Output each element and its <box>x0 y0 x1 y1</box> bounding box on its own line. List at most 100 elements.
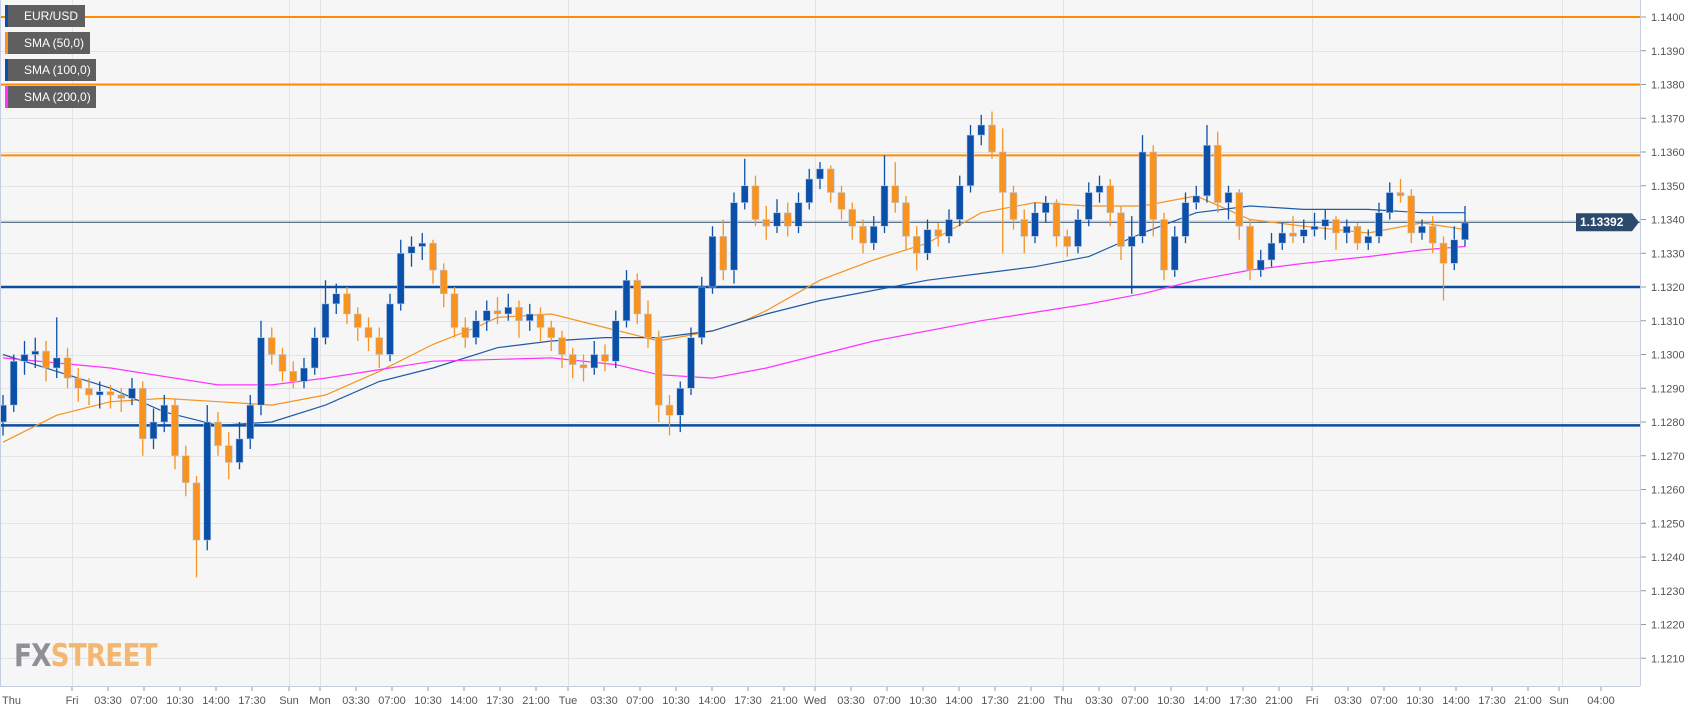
candle-body <box>622 279 631 322</box>
y-tick-label: 1.1280 <box>1651 417 1685 429</box>
candle-body <box>869 225 878 244</box>
candle-body <box>1138 151 1147 237</box>
candle <box>418 233 427 260</box>
candle-body <box>214 421 222 446</box>
y-tick-label: 1.1330 <box>1651 248 1685 260</box>
candle <box>353 307 362 341</box>
candle-body <box>1310 225 1319 230</box>
x-tick-label: 17:30 <box>1478 695 1506 707</box>
candle-body <box>117 394 126 399</box>
y-tick-label: 1.1210 <box>1651 653 1685 665</box>
logo-fx: FX <box>14 638 51 674</box>
candle <box>547 320 556 352</box>
x-tick-label: 07:00 <box>626 695 654 707</box>
x-tick-label: 10:30 <box>1406 695 1434 707</box>
x-tick-label: Sun <box>1549 695 1569 707</box>
candle <box>1063 229 1072 257</box>
candle <box>181 445 190 497</box>
candle-body <box>1342 225 1351 234</box>
candle <box>644 300 652 348</box>
candle <box>224 432 233 480</box>
x-tick-label: Thu <box>2 695 21 707</box>
x-tick-label: Thu <box>1054 695 1073 707</box>
candle-body <box>1256 259 1265 271</box>
candle-body <box>923 229 932 254</box>
candle-body <box>63 357 72 379</box>
candle <box>289 361 298 389</box>
legend-sma100[interactable]: SMA (100,0) <box>5 59 96 81</box>
candle <box>740 158 749 210</box>
x-tick-label: 04:00 <box>1587 695 1615 707</box>
candle <box>1020 209 1029 254</box>
sma-line-sma100 <box>2 205 1465 427</box>
candle-body <box>1084 192 1093 220</box>
candle-body <box>977 124 986 136</box>
x-tick-label: 14:00 <box>1442 695 1470 707</box>
candle <box>1289 216 1297 244</box>
candle <box>1074 209 1082 254</box>
candle-body <box>719 236 728 271</box>
candle-body <box>31 350 40 355</box>
candle <box>128 378 136 406</box>
x-tick-label: 10:30 <box>909 695 937 707</box>
candle <box>117 388 126 412</box>
legend-eurusd[interactable]: EUR/USD <box>5 5 85 27</box>
x-tick-label: 03:30 <box>1085 695 1113 707</box>
candle-body <box>794 202 803 227</box>
candle-body <box>676 387 685 416</box>
candle <box>633 273 642 325</box>
y-tick-label: 1.1350 <box>1651 181 1685 193</box>
x-tick-label: 03:30 <box>837 695 865 707</box>
candle-body <box>1170 236 1179 271</box>
candle-body <box>493 310 502 315</box>
candle <box>902 195 910 250</box>
candle-body <box>386 303 394 355</box>
candle-body <box>321 303 330 338</box>
candle-body <box>955 185 964 220</box>
candle <box>1009 185 1018 230</box>
candle <box>1385 182 1394 220</box>
candle <box>1127 216 1136 294</box>
candle-body <box>85 387 93 396</box>
candle-body <box>880 185 889 227</box>
candle-body <box>1385 192 1394 214</box>
candle-body <box>149 421 158 440</box>
candle <box>719 219 728 281</box>
candle <box>1332 216 1340 250</box>
candle <box>1224 185 1233 220</box>
candle <box>278 347 287 382</box>
legend-sma200[interactable]: SMA (200,0) <box>5 86 96 108</box>
candle <box>568 347 577 379</box>
candle-body <box>106 391 115 396</box>
candle <box>1310 212 1319 237</box>
candle-body <box>332 293 341 305</box>
candle <box>235 422 244 470</box>
candle-body <box>1117 212 1125 247</box>
candle <box>429 239 437 284</box>
candle-body <box>95 391 104 396</box>
candle <box>869 216 878 250</box>
candle <box>579 354 588 382</box>
candle <box>1095 175 1104 203</box>
candle <box>1235 189 1244 240</box>
candle-body <box>1353 225 1362 244</box>
candle-body <box>1160 219 1168 271</box>
candle-body <box>171 404 179 457</box>
candle-body <box>439 269 448 295</box>
candle <box>321 280 330 345</box>
candle-body <box>310 337 319 369</box>
candle <box>708 226 717 294</box>
candle <box>1256 249 1265 277</box>
legend-label: SMA (50,0) <box>24 36 85 50</box>
x-tick-label: 21:00 <box>522 695 550 707</box>
candle <box>343 287 351 325</box>
legend-sma50[interactable]: SMA (50,0) <box>5 32 90 54</box>
candle-body <box>257 337 265 406</box>
candle-body <box>966 134 975 187</box>
candle <box>773 199 781 233</box>
x-tick-label: 17:30 <box>238 695 266 707</box>
candle-body <box>160 404 169 423</box>
candle <box>203 405 212 551</box>
candle-body <box>1246 225 1254 271</box>
